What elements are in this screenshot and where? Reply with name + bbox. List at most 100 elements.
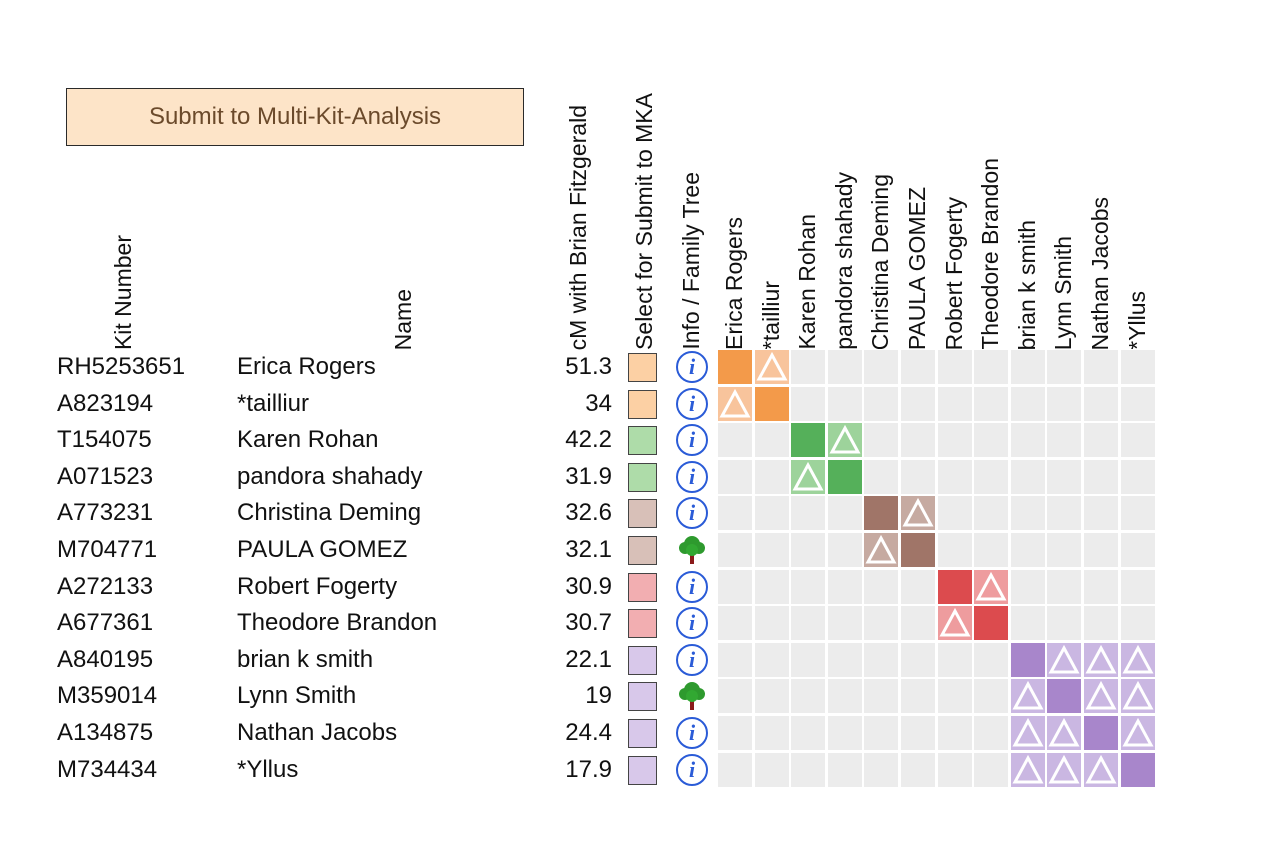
- matrix-cell-empty: [753, 605, 790, 642]
- matrix-cell-empty: [863, 458, 900, 495]
- cm-value-cell: 31.9: [565, 462, 612, 490]
- matrix-cell-empty: [900, 715, 936, 751]
- select-checkbox[interactable]: [628, 426, 657, 456]
- triangle-icon: [1012, 681, 1044, 710]
- matrix-cell-empty: [1046, 495, 1083, 532]
- matrix-cell-empty: [973, 678, 1010, 715]
- select-checkbox[interactable]: [628, 572, 657, 602]
- matrix-cell-empty: [1046, 422, 1083, 459]
- matrix-cell-empty: [753, 751, 790, 788]
- matrix-column-header: Lynn Smith: [1050, 235, 1077, 350]
- triangle-icon: [1085, 681, 1117, 710]
- matrix-cell-empty: [1009, 532, 1046, 568]
- match-name-cell: *Yllus: [237, 755, 299, 783]
- matrix-cell-empty: [1083, 532, 1119, 568]
- info-icon[interactable]: i: [676, 643, 708, 676]
- cm-value-cell: 42.2: [565, 426, 612, 454]
- select-checkbox[interactable]: [628, 462, 657, 492]
- matrix-cell-empty: [717, 532, 753, 568]
- match-name-cell: *tailliur: [237, 389, 310, 417]
- matrix-cell-empty: [1119, 605, 1156, 642]
- matrix-cell-shared-match: [1119, 715, 1156, 751]
- header-kit-number: Kit Number: [110, 234, 136, 350]
- submit-to-mka-button[interactable]: Submit to Multi-Kit-Analysis: [66, 88, 524, 146]
- info-icon[interactable]: i: [676, 351, 708, 383]
- matrix-cell-empty: [717, 715, 753, 751]
- matrix-cell-self: [753, 385, 790, 422]
- info-icon[interactable]: i: [676, 753, 708, 786]
- info-icon[interactable]: i: [676, 607, 708, 640]
- kit-number-cell: T154075: [57, 426, 152, 454]
- matrix-cell-empty: [753, 422, 790, 459]
- select-checkbox[interactable]: [628, 682, 657, 712]
- matrix-column-header: *Yllus: [1123, 291, 1150, 350]
- matrix-cell-empty: [863, 678, 900, 715]
- info-icon[interactable]: i: [676, 424, 708, 457]
- matrix-cell-empty: [863, 641, 900, 678]
- matrix-cell-empty: [717, 678, 753, 715]
- matrix-cell-empty: [900, 751, 936, 788]
- family-tree-icon[interactable]: [676, 534, 708, 566]
- matrix-cell-empty: [717, 641, 753, 678]
- kit-number-cell: A071523: [57, 462, 154, 490]
- info-icon[interactable]: i: [676, 570, 708, 603]
- matrix-cell-shared-match: [936, 605, 973, 642]
- triangle-icon: [1048, 644, 1080, 674]
- select-checkbox[interactable]: [628, 719, 657, 748]
- triangle-icon: [719, 388, 751, 418]
- matrix-cell-empty: [863, 422, 900, 459]
- triangle-icon: [1048, 754, 1080, 784]
- matrix-cell-empty: [900, 568, 936, 605]
- matrix-cell-empty: [1009, 385, 1046, 422]
- matrix-cell-empty: [717, 568, 753, 605]
- matrix-column-header: Robert Fogerty: [940, 196, 967, 350]
- header-name: Name: [390, 288, 416, 350]
- matrix-cell-empty: [1046, 349, 1083, 385]
- cm-value-cell: 22.1: [565, 645, 612, 673]
- select-checkbox[interactable]: [628, 389, 657, 419]
- matrix-cell-empty: [1083, 605, 1119, 642]
- header-cm: cM with Brian Fitzgerald: [565, 104, 591, 350]
- triangle-icon: [1122, 681, 1154, 710]
- match-name-cell: PAULA GOMEZ: [237, 536, 408, 563]
- info-icon[interactable]: i: [676, 497, 708, 530]
- cm-value-cell: 34: [585, 389, 612, 417]
- matrix-cell-empty: [1119, 495, 1156, 532]
- matrix-cell-empty: [863, 385, 900, 422]
- matrix-cell-empty: [717, 605, 753, 642]
- matrix-cell-empty: [790, 495, 827, 532]
- cm-value-cell: 32.6: [565, 499, 612, 527]
- matrix-cell-empty: [790, 605, 827, 642]
- matrix-cell-self: [936, 568, 973, 605]
- matrix-cell-empty: [900, 605, 936, 642]
- matrix-cell-empty: [1009, 605, 1046, 642]
- info-icon[interactable]: i: [676, 460, 708, 493]
- matrix-cell-empty: [900, 641, 936, 678]
- matrix-cell-shared-match: [1083, 751, 1119, 788]
- matrix-cell-shared-match: [1046, 715, 1083, 751]
- matrix-cell-empty: [1046, 568, 1083, 605]
- match-name-cell: Christina Deming: [237, 499, 422, 527]
- matrix-cell-empty: [900, 385, 936, 422]
- match-name-cell: Lynn Smith: [237, 682, 357, 710]
- select-checkbox[interactable]: [628, 353, 657, 382]
- select-checkbox[interactable]: [628, 645, 657, 675]
- matrix-column-header: brian k smith: [1013, 219, 1040, 350]
- triangle-icon: [1122, 644, 1154, 674]
- matrix-cell-empty: [826, 641, 863, 678]
- matrix-cell-empty: [717, 751, 753, 788]
- matrix-cell-shared-match: [1009, 751, 1046, 788]
- matrix-cell-empty: [863, 715, 900, 751]
- select-checkbox[interactable]: [628, 609, 657, 639]
- triangle-icon: [1012, 754, 1044, 784]
- select-checkbox[interactable]: [628, 755, 657, 785]
- info-icon[interactable]: i: [676, 387, 708, 420]
- matrix-cell-empty: [826, 678, 863, 715]
- matrix-cell-self: [863, 495, 900, 532]
- select-checkbox[interactable]: [628, 499, 657, 529]
- kit-number-cell: RH5253651: [57, 353, 186, 380]
- info-icon[interactable]: i: [676, 717, 708, 749]
- family-tree-icon[interactable]: [676, 680, 708, 712]
- matrix-cell-empty: [826, 495, 863, 532]
- select-checkbox[interactable]: [628, 536, 657, 565]
